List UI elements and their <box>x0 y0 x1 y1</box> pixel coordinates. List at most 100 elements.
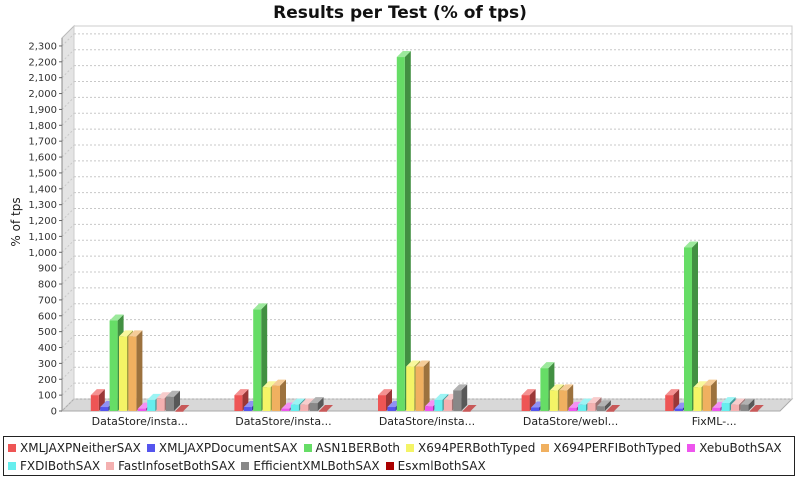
y-axis: 0 100 200 300 400 500 600 700 800 900 1,000 1,100 1,… <box>28 38 63 418</box>
legend-item: XMLJAXPDocumentSAX <box>146 441 298 455</box>
y-tick-label: 0 <box>51 407 57 418</box>
legend-swatch <box>303 444 312 452</box>
bar-side <box>461 384 468 411</box>
bar <box>559 384 574 411</box>
bar-top <box>415 360 430 367</box>
gridline <box>61 382 75 396</box>
bar-side <box>748 398 755 411</box>
legend-label: XMLJAXPNeitherSAX <box>20 441 141 455</box>
bar-front <box>262 387 271 411</box>
bar <box>702 379 717 411</box>
bar-front <box>559 390 568 411</box>
gridline <box>61 366 75 380</box>
bar-front <box>587 403 596 411</box>
gridline <box>61 303 75 317</box>
legend-swatch <box>406 444 415 452</box>
legend-row: FXDIBothSAX FastInfosetBothSAX EfficientXM… <box>8 457 790 475</box>
bar-front <box>378 395 386 411</box>
bar-top <box>578 398 592 405</box>
y-tick-label: 400 <box>38 343 57 354</box>
bar-front <box>540 368 549 411</box>
bar-top <box>749 405 764 411</box>
bar-top <box>587 397 602 404</box>
y-tick-label: 2,100 <box>28 73 57 84</box>
legend-swatch <box>241 462 250 470</box>
bar-side <box>710 379 717 411</box>
bar-front <box>300 404 309 411</box>
gridline <box>61 160 75 174</box>
y-tick-label: 500 <box>38 327 57 338</box>
y-tick-label: 100 <box>38 391 57 402</box>
bar-front <box>281 408 290 411</box>
y-axis-label: % of tps <box>9 197 23 246</box>
bar-front <box>596 406 605 411</box>
y-tick-label: 1,400 <box>28 184 57 195</box>
bar-front <box>100 407 109 411</box>
legend-label: FastInfosetBothSAX <box>118 459 236 473</box>
bar-front <box>521 395 530 411</box>
legend-label: EfficientXMLBothSAX <box>253 459 380 473</box>
bar-side <box>174 390 180 411</box>
gridline <box>61 208 75 221</box>
bar <box>166 390 180 411</box>
bar-front <box>606 411 615 412</box>
bar-front <box>712 407 721 411</box>
bar-top <box>90 389 105 396</box>
bar <box>272 379 286 411</box>
bar-front <box>137 408 146 411</box>
bar-top <box>128 330 143 337</box>
bar-top <box>262 381 277 388</box>
bar-front <box>175 411 184 412</box>
legend-label: ASN1BERBoth <box>315 441 401 455</box>
bar-top <box>319 405 333 411</box>
legend-item: EsxmlBothSAX <box>385 459 486 473</box>
left-wall <box>61 24 75 413</box>
bar-top <box>175 405 190 411</box>
y-tick-label: 600 <box>38 311 57 322</box>
y-tick-label: 1,500 <box>28 168 57 179</box>
gridline <box>61 65 75 79</box>
bar-top <box>665 389 680 396</box>
bar-top <box>156 392 171 399</box>
bar-front <box>415 366 424 411</box>
bar-front <box>721 403 730 411</box>
bar-front <box>387 407 396 411</box>
gridline <box>61 49 75 63</box>
gridline <box>61 81 75 94</box>
y-tick-label: 700 <box>38 295 57 306</box>
legend-label: XebuBothSAX <box>699 441 782 455</box>
y-tick-label: 1,100 <box>28 232 57 243</box>
y-tick-label: 1,600 <box>28 153 57 164</box>
legend-label: X694PERFIBothTyped <box>553 441 682 455</box>
bar <box>596 400 611 411</box>
bar-top <box>540 362 555 369</box>
y-tick-label: 2,200 <box>28 57 57 68</box>
bar-front <box>396 57 405 411</box>
bar-front <box>665 395 674 411</box>
bar-front <box>443 399 452 411</box>
bar <box>462 405 477 412</box>
bar-top <box>462 405 477 411</box>
bar-top <box>740 398 755 405</box>
legend-item: XMLJAXPNeitherSAX <box>8 441 141 455</box>
bar-front <box>693 387 702 411</box>
bar-top <box>702 379 717 386</box>
legend-item: ASN1BERBoth <box>303 441 401 455</box>
gridline <box>61 192 75 206</box>
bar-front <box>253 309 262 411</box>
bars <box>90 51 764 412</box>
x-tick-label: DataStore/insta... <box>92 415 188 428</box>
bar-top <box>521 389 536 396</box>
gridline <box>61 398 75 412</box>
bar-top <box>396 51 411 58</box>
bar <box>175 405 190 412</box>
x-tick-label: DataStore/webl... <box>523 415 618 428</box>
legend-label: X694PERBothTyped <box>418 441 536 455</box>
x-tick-label: DataStore/insta... <box>379 415 475 428</box>
bar-front <box>156 398 165 411</box>
bar-side <box>692 241 698 411</box>
legend-row: XMLJAXPNeitherSAX XMLJAXPDocumentSAX ASN1B… <box>8 439 790 457</box>
gridline <box>61 112 75 126</box>
bar-side <box>404 51 411 411</box>
bar <box>749 405 764 412</box>
